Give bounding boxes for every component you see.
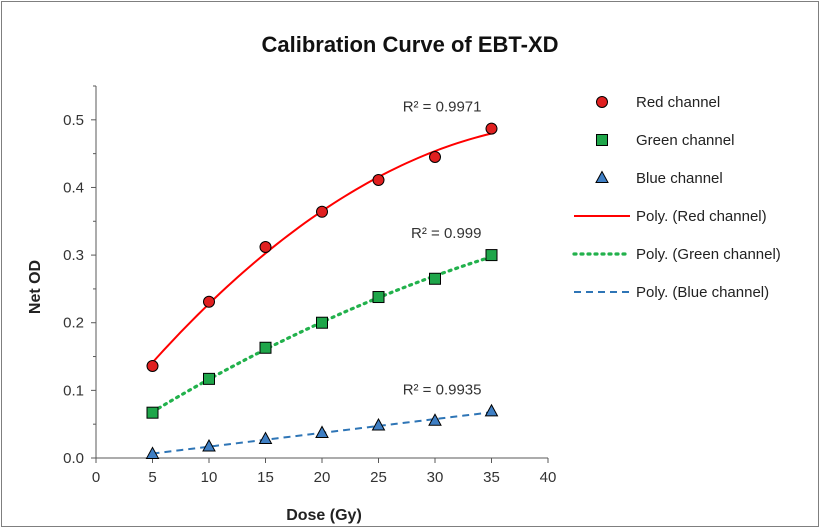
data-point-square bbox=[429, 272, 441, 285]
data-point-triangle bbox=[484, 403, 499, 417]
data-point-square bbox=[372, 291, 385, 304]
legend-label: Poly. (Blue channel) bbox=[636, 284, 769, 301]
r2-label: R² = 0.999 bbox=[411, 225, 481, 242]
data-point-square bbox=[203, 372, 215, 385]
data-point-circle bbox=[429, 151, 441, 164]
chart-title: Calibration Curve of EBT-XD bbox=[261, 32, 558, 57]
y-axis-title: Net OD bbox=[27, 260, 44, 314]
y-tick-label: 0.4 bbox=[63, 179, 84, 196]
data-points bbox=[145, 122, 499, 459]
legend-marker-square bbox=[596, 134, 608, 146]
y-tick-label: 0.1 bbox=[63, 382, 84, 399]
x-tick-label: 40 bbox=[540, 469, 557, 486]
data-point-triangle bbox=[371, 417, 386, 431]
y-tick-label: 0.0 bbox=[63, 450, 84, 467]
legend-marker-triangle bbox=[595, 170, 609, 183]
r2-label: R² = 0.9971 bbox=[403, 99, 482, 116]
x-tick-label: 5 bbox=[148, 469, 156, 486]
data-point-square bbox=[316, 316, 328, 329]
legend: Red channel Green channel Blue channel Poly… bbox=[572, 94, 781, 301]
r2-label: R² = 0.9935 bbox=[403, 381, 482, 398]
y-tick-label: 0.5 bbox=[63, 112, 84, 129]
y-tick-label: 0.3 bbox=[63, 247, 84, 264]
legend-label: Poly. (Red channel) bbox=[636, 208, 767, 225]
r2-labels: R² = 0.9971 R² = 0.999 R² = 0.9935 bbox=[403, 99, 482, 399]
data-point-triangle bbox=[145, 446, 160, 459]
data-point-triangle bbox=[428, 413, 442, 426]
x-tick-label: 20 bbox=[314, 469, 331, 486]
legend-marker-circle bbox=[596, 96, 608, 108]
x-tick-label: 25 bbox=[370, 469, 387, 486]
data-point-square bbox=[485, 249, 498, 262]
data-point-triangle bbox=[258, 431, 273, 445]
data-point-circle bbox=[203, 295, 215, 308]
legend-label: Blue channel bbox=[636, 170, 723, 187]
data-point-circle bbox=[316, 205, 328, 218]
data-point-square bbox=[146, 406, 159, 419]
x-tick-label: 30 bbox=[427, 469, 444, 486]
legend-label: Red channel bbox=[636, 94, 720, 111]
data-point-triangle bbox=[202, 438, 216, 452]
x-tick-label: 15 bbox=[257, 469, 274, 486]
x-tick-label: 35 bbox=[483, 469, 500, 486]
legend-label: Poly. (Green channel) bbox=[636, 246, 781, 263]
legend-label: Green channel bbox=[636, 132, 734, 149]
axes: 0 5 10 15 20 25 30 35 40 0.0 0.1 0.2 0.3 0.4 0.5 bbox=[63, 85, 557, 486]
data-point-circle bbox=[146, 360, 159, 373]
data-point-triangle bbox=[315, 425, 329, 438]
data-point-circle bbox=[485, 122, 498, 135]
data-point-circle bbox=[259, 240, 272, 253]
x-tick-label: 0 bbox=[92, 469, 100, 486]
y-tick-label: 0.2 bbox=[63, 315, 84, 332]
x-tick-label: 10 bbox=[201, 469, 218, 486]
x-axis-title: Dose (Gy) bbox=[286, 507, 362, 524]
data-point-circle bbox=[372, 174, 385, 187]
data-point-square bbox=[259, 341, 272, 354]
